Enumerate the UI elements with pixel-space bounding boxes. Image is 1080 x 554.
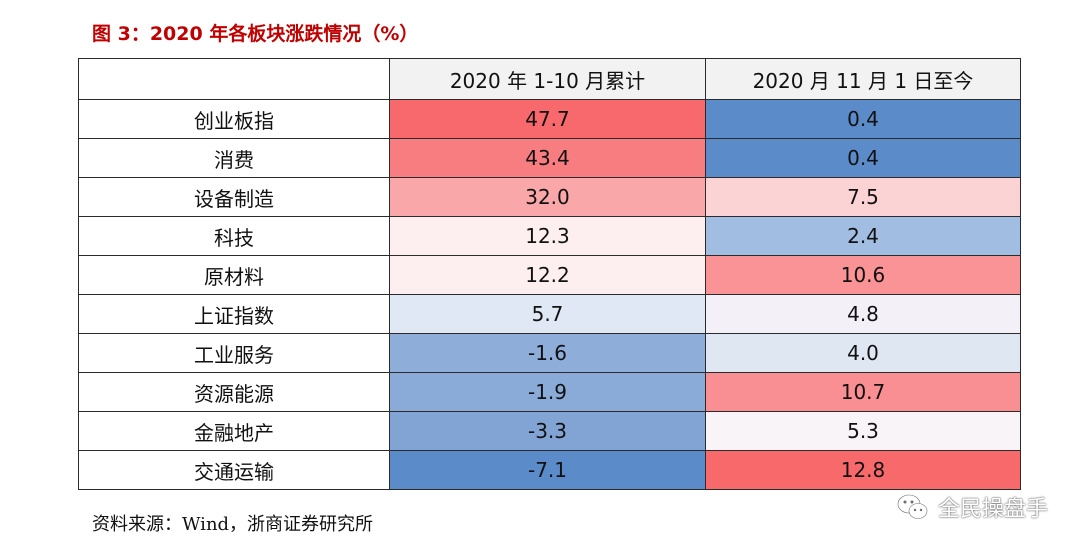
sector-name-cell: 创业板指 <box>78 99 390 139</box>
sector-performance-table: 2020 年 1-10 月累计 2020 月 11 月 1 日至今 创业板指 47… <box>78 58 1021 490</box>
ytd-value-cell: 43.4 <box>389 138 706 178</box>
watermark: 全民操盘手 <box>896 487 1048 527</box>
ytd-value-cell: 5.7 <box>389 294 706 334</box>
ytd-value-cell: 12.2 <box>389 255 706 295</box>
since-nov-value-cell: 7.5 <box>705 177 1021 217</box>
ytd-value-cell: -3.3 <box>389 411 706 451</box>
table-row: 资源能源 -1.9 10.7 <box>78 372 1021 412</box>
since-nov-value-cell: 2.4 <box>705 216 1021 256</box>
since-nov-value-cell: 4.8 <box>705 294 1021 334</box>
sector-name-cell: 原材料 <box>78 255 390 295</box>
table-row: 金融地产 -3.3 5.3 <box>78 411 1021 451</box>
figure-title: 图 3：2020 年各板块涨跌情况（%） <box>92 23 419 45</box>
ytd-value-cell: -7.1 <box>389 450 706 490</box>
table-row: 设备制造 32.0 7.5 <box>78 177 1021 217</box>
sector-name-cell: 工业服务 <box>78 333 390 373</box>
since-nov-value-cell: 0.4 <box>705 99 1021 139</box>
sector-name-cell: 上证指数 <box>78 294 390 334</box>
wechat-logo-icon <box>896 493 928 519</box>
since-nov-value-cell: 4.0 <box>705 333 1021 373</box>
since-nov-value-cell: 0.4 <box>705 138 1021 178</box>
ytd-value-cell: 32.0 <box>389 177 706 217</box>
table-header-row: 2020 年 1-10 月累计 2020 月 11 月 1 日至今 <box>78 58 1021 100</box>
sector-name-cell: 科技 <box>78 216 390 256</box>
source-note: 资料来源：Wind，浙商证券研究所 <box>92 514 374 535</box>
since-nov-value-cell: 10.7 <box>705 372 1021 412</box>
sector-name-cell: 交通运输 <box>78 450 390 490</box>
sector-name-cell: 金融地产 <box>78 411 390 451</box>
watermark-text: 全民操盘手 <box>937 497 1048 522</box>
since-nov-value-cell: 5.3 <box>705 411 1021 451</box>
since-nov-value-cell: 12.8 <box>705 450 1021 490</box>
column-header-since-nov: 2020 月 11 月 1 日至今 <box>705 58 1021 100</box>
table-row: 工业服务 -1.6 4.0 <box>78 333 1021 373</box>
ytd-value-cell: -1.9 <box>389 372 706 412</box>
table-header-corner <box>78 58 390 100</box>
since-nov-value-cell: 10.6 <box>705 255 1021 295</box>
sector-name-cell: 资源能源 <box>78 372 390 412</box>
table-row: 创业板指 47.7 0.4 <box>78 99 1021 139</box>
column-header-ytd: 2020 年 1-10 月累计 <box>389 58 706 100</box>
ytd-value-cell: 12.3 <box>389 216 706 256</box>
table-row: 上证指数 5.7 4.8 <box>78 294 1021 334</box>
table-row: 科技 12.3 2.4 <box>78 216 1021 256</box>
ytd-value-cell: 47.7 <box>389 99 706 139</box>
sector-name-cell: 设备制造 <box>78 177 390 217</box>
table-row: 交通运输 -7.1 12.8 <box>78 450 1021 490</box>
table-body: 创业板指 47.7 0.4 消费 43.4 0.4 设备制造 32.0 7.5 科技 12.3 2.4… <box>78 99 1021 490</box>
table-row: 消费 43.4 0.4 <box>78 138 1021 178</box>
table-row: 原材料 12.2 10.6 <box>78 255 1021 295</box>
sector-name-cell: 消费 <box>78 138 390 178</box>
ytd-value-cell: -1.6 <box>389 333 706 373</box>
